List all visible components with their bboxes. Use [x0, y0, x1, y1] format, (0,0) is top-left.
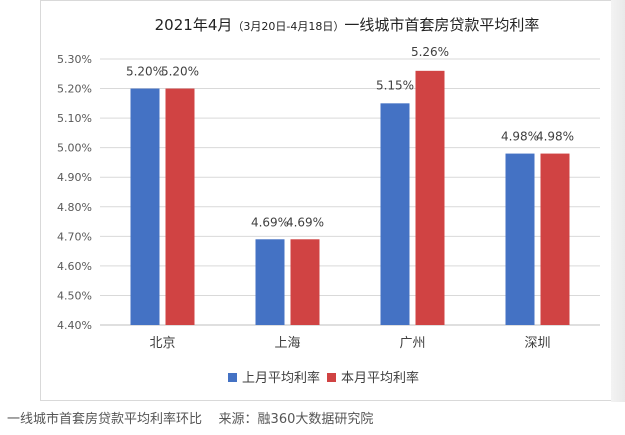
bar	[505, 153, 535, 325]
legend-label: 本月平均利率	[341, 370, 419, 386]
y-tick-label: 4.80%	[57, 201, 92, 214]
y-tick-label: 4.60%	[57, 260, 92, 273]
bar	[130, 88, 160, 325]
bar	[290, 239, 320, 325]
bar-chart: 2021年4月（3月20日-4月18日）一线城市首套房贷款平均利率 4.40%4…	[57, 16, 600, 386]
y-axis: 4.40% 4.50% 4.60% 4.70% 4.80% 4.90% 5.00% 5.10%…	[57, 53, 92, 332]
data-label: 4.69%	[251, 215, 289, 229]
data-label: 5.20%	[126, 65, 164, 79]
y-tick-label: 5.30%	[57, 53, 92, 66]
legend-label: 上月平均利率	[242, 370, 320, 386]
bar	[540, 153, 570, 325]
y-tick-label: 5.10%	[57, 112, 92, 125]
legend-swatch	[228, 373, 237, 382]
legend: 上月平均利率 本月平均利率	[228, 370, 419, 386]
y-tick-label: 4.50%	[57, 289, 92, 302]
x-tick-label: 上海	[274, 336, 300, 351]
data-label: 5.20%	[161, 65, 199, 79]
data-label: 4.98%	[536, 130, 574, 144]
bar	[380, 103, 410, 325]
data-label: 5.26%	[411, 45, 449, 59]
legend-swatch	[327, 373, 336, 382]
x-tick-label: 广州	[399, 336, 425, 351]
y-tick-label: 4.70%	[57, 230, 92, 243]
y-tick-label: 4.40%	[57, 319, 92, 332]
chart-title: 2021年4月（3月20日-4月18日）一线城市首套房贷款平均利率	[155, 16, 540, 34]
y-tick-label: 4.90%	[57, 171, 92, 184]
y-tick-label: 5.20%	[57, 83, 92, 96]
bars	[130, 70, 570, 325]
y-tick-label: 5.00%	[57, 142, 92, 155]
page-edge-shade	[611, 0, 625, 402]
x-tick-label: 深圳	[524, 336, 550, 351]
figure-caption: 一线城市首套房贷款平均利率环比 来源：融360大数据研究院	[7, 408, 373, 427]
data-label: 5.15%	[376, 78, 414, 92]
x-axis: 北京 上海 广州 深圳	[149, 336, 550, 351]
data-label: 4.98%	[501, 130, 539, 144]
caption-source: 来源：融360大数据研究院	[218, 412, 374, 427]
bar	[415, 70, 445, 325]
data-labels: 5.20%5.20% 4.69%4.69% 5.15% 5.26% 4.98%4.98%	[126, 45, 574, 229]
data-label: 4.69%	[286, 215, 324, 229]
bar	[255, 239, 285, 325]
x-tick-label: 北京	[149, 336, 175, 351]
bar	[165, 88, 195, 325]
caption-text: 一线城市首套房贷款平均利率环比	[7, 412, 203, 427]
